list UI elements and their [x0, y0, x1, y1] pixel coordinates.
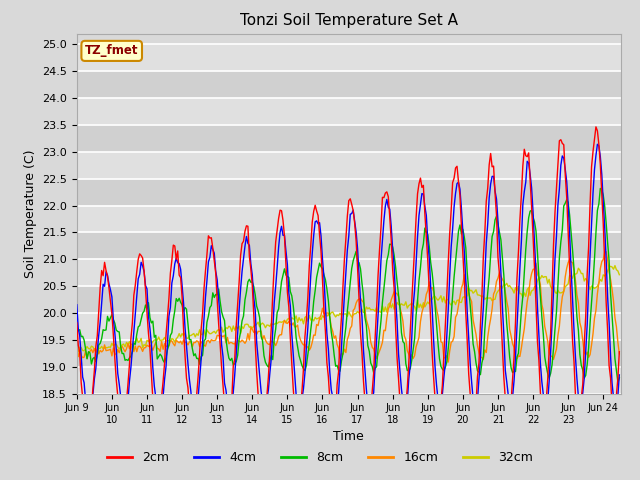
Bar	[77, 152, 621, 179]
Title: Tonzi Soil Temperature Set A: Tonzi Soil Temperature Set A	[240, 13, 458, 28]
Bar	[77, 98, 621, 125]
Bar	[77, 367, 621, 394]
Bar	[77, 44, 621, 71]
Bar	[77, 125, 621, 152]
Bar	[77, 232, 621, 259]
Legend: 2cm, 4cm, 8cm, 16cm, 32cm: 2cm, 4cm, 8cm, 16cm, 32cm	[102, 446, 538, 469]
X-axis label: Time: Time	[333, 431, 364, 444]
Bar	[77, 286, 621, 313]
Bar	[77, 205, 621, 232]
Text: TZ_fmet: TZ_fmet	[85, 44, 138, 58]
Bar	[77, 313, 621, 340]
Bar	[77, 71, 621, 98]
Bar	[77, 259, 621, 286]
Bar	[77, 340, 621, 367]
Y-axis label: Soil Temperature (C): Soil Temperature (C)	[24, 149, 36, 278]
Bar	[77, 179, 621, 205]
